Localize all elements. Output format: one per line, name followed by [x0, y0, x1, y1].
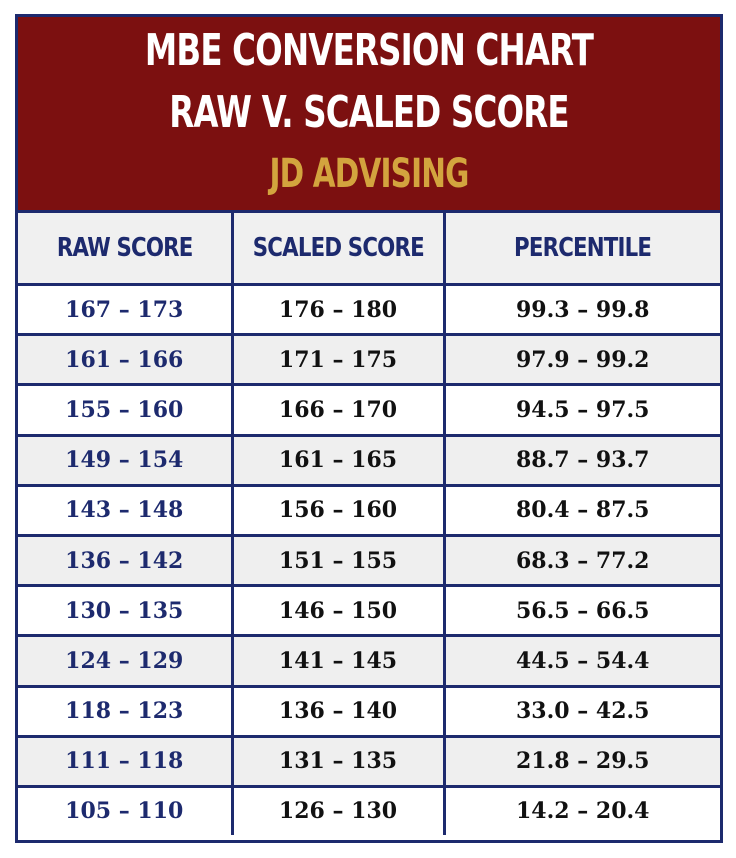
table-row: 105 – 110 126 – 130 14.2 – 20.4 — [18, 786, 720, 836]
chart-subtitle: RAW V. SCALED SCORE — [169, 87, 569, 138]
column-header-percentile: PERCENTILE — [444, 213, 720, 286]
percentile-cell: 56.5 – 66.5 — [444, 585, 720, 638]
table-row: 118 – 123 136 – 140 33.0 – 42.5 — [18, 686, 720, 738]
table-row: 130 – 135 146 – 150 56.5 – 66.5 — [18, 585, 720, 638]
percentile-cell: 14.2 – 20.4 — [444, 786, 720, 836]
scaled-score-cell: 161 – 165 — [232, 435, 446, 487]
scaled-score-cell: 126 – 130 — [232, 786, 446, 836]
percentile-cell: 68.3 – 77.2 — [444, 535, 720, 588]
raw-score-cell: 111 – 118 — [18, 736, 234, 788]
percentile-cell: 94.5 – 97.5 — [444, 384, 720, 437]
percentile-cell: 33.0 – 42.5 — [444, 686, 720, 738]
percentile-cell: 44.5 – 54.4 — [444, 635, 720, 688]
raw-score-cell: 149 – 154 — [18, 435, 234, 487]
chart-banner: MBE CONVERSION CHART RAW V. SCALED SCORE… — [18, 17, 720, 213]
raw-score-cell: 136 – 142 — [18, 535, 234, 588]
scaled-score-cell: 151 – 155 — [232, 535, 446, 588]
raw-score-cell: 124 – 129 — [18, 635, 234, 688]
raw-score-cell: 118 – 123 — [18, 686, 234, 738]
percentile-cell: 21.8 – 29.5 — [444, 736, 720, 788]
table-body: 167 – 173 176 – 180 99.3 – 99.8 161 – 166 17… — [18, 284, 720, 836]
percentile-cell: 99.3 – 99.8 — [444, 284, 720, 337]
table-row: 124 – 129 141 – 145 44.5 – 54.4 — [18, 635, 720, 688]
raw-score-cell: 155 – 160 — [18, 384, 234, 437]
column-header-scaled-score: SCALED SCORE — [232, 213, 446, 286]
raw-score-cell: 105 – 110 — [18, 786, 234, 836]
raw-score-cell: 130 – 135 — [18, 585, 234, 638]
table-row: 149 – 154 161 – 165 88.7 – 93.7 — [18, 435, 720, 487]
raw-score-cell: 161 – 166 — [18, 334, 234, 387]
table-header-row: RAW SCORE SCALED SCORE PERCENTILE — [18, 213, 720, 286]
scaled-score-cell: 156 – 160 — [232, 485, 446, 537]
conversion-chart: MBE CONVERSION CHART RAW V. SCALED SCORE… — [15, 14, 723, 843]
scaled-score-cell: 146 – 150 — [232, 585, 446, 638]
table-row: 111 – 118 131 – 135 21.8 – 29.5 — [18, 736, 720, 788]
scaled-score-cell: 176 – 180 — [232, 284, 446, 337]
table-row: 167 – 173 176 – 180 99.3 – 99.8 — [18, 284, 720, 337]
percentile-cell: 88.7 – 93.7 — [444, 435, 720, 487]
scaled-score-cell: 141 – 145 — [232, 635, 446, 688]
scaled-score-cell: 166 – 170 — [232, 384, 446, 437]
table-row: 161 – 166 171 – 175 97.9 – 99.2 — [18, 334, 720, 387]
raw-score-cell: 167 – 173 — [18, 284, 234, 337]
percentile-cell: 80.4 – 87.5 — [444, 485, 720, 537]
percentile-cell: 97.9 – 99.2 — [444, 334, 720, 387]
column-header-raw-score: RAW SCORE — [18, 213, 234, 286]
scaled-score-cell: 171 – 175 — [232, 334, 446, 387]
scaled-score-cell: 131 – 135 — [232, 736, 446, 788]
scaled-score-cell: 136 – 140 — [232, 686, 446, 738]
chart-title: MBE CONVERSION CHART — [144, 25, 594, 76]
table-row: 143 – 148 156 – 160 80.4 – 87.5 — [18, 485, 720, 537]
score-table: RAW SCORE SCALED SCORE PERCENTILE 167 – … — [18, 213, 720, 836]
brand-name: JD ADVISING — [269, 151, 469, 197]
table-row: 155 – 160 166 – 170 94.5 – 97.5 — [18, 384, 720, 437]
raw-score-cell: 143 – 148 — [18, 485, 234, 537]
table-row: 136 – 142 151 – 155 68.3 – 77.2 — [18, 535, 720, 588]
